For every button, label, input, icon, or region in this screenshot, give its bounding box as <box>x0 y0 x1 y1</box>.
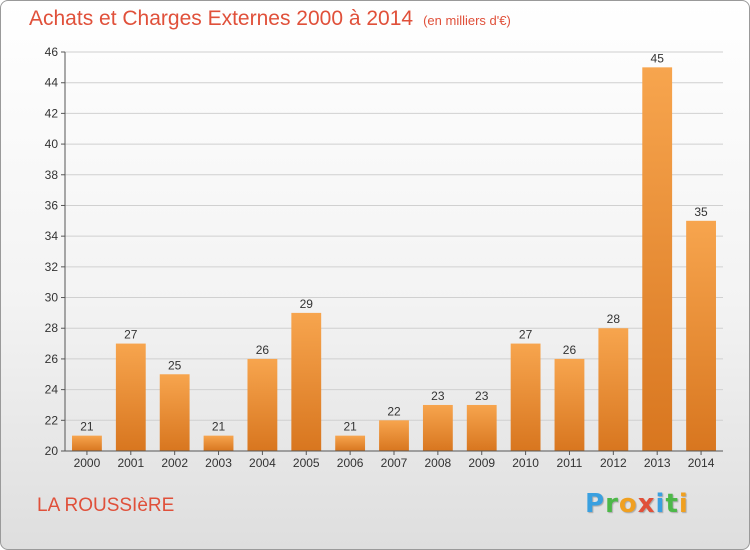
y-tick-label: 46 <box>45 45 59 59</box>
axes <box>61 51 723 455</box>
y-tick-label: 28 <box>45 321 59 335</box>
logo-letter: x <box>637 489 656 519</box>
logo-letter: i <box>655 489 666 519</box>
labels: 20 22 24 26 28 30 32 34 36 38 40 42 44 46 21 2000 27 2001… <box>45 45 715 470</box>
y-tick-label: 36 <box>45 198 59 212</box>
x-tick-label: 2007 <box>381 456 408 470</box>
y-tick-label: 22 <box>45 413 59 427</box>
data-label: 21 <box>80 420 94 434</box>
y-tick-label: 42 <box>45 106 59 120</box>
y-tick-label: 32 <box>45 260 59 274</box>
data-label: 27 <box>519 328 533 342</box>
data-label: 25 <box>168 358 182 372</box>
data-label: 29 <box>300 297 314 311</box>
bar <box>642 67 673 451</box>
y-tick-label: 26 <box>45 352 59 366</box>
bar <box>379 420 409 451</box>
y-tick-label: 38 <box>45 168 59 182</box>
bar <box>203 435 234 451</box>
y-tick-label: 30 <box>45 291 59 305</box>
y-tick-label: 24 <box>45 383 59 397</box>
x-tick-label: 2012 <box>600 456 627 470</box>
bar <box>686 220 716 451</box>
bar <box>422 404 453 451</box>
logo-letter: o <box>618 489 638 519</box>
logo-letter: t <box>665 489 679 519</box>
data-label: 22 <box>387 404 401 418</box>
data-label: 35 <box>694 205 708 219</box>
x-tick-label: 2014 <box>688 456 715 470</box>
logo-letter: r <box>605 489 619 519</box>
chart-title-text: Achats et Charges Externes 2000 à 2014 <box>29 7 414 30</box>
data-label: 23 <box>475 389 489 403</box>
chart-title: Achats et Charges Externes 2000 à 2014 (e… <box>29 7 511 31</box>
x-tick-label: 2011 <box>557 456 583 470</box>
bar <box>159 374 190 451</box>
y-tick-label: 20 <box>45 444 59 458</box>
x-tick-label: 2000 <box>74 456 101 470</box>
data-label: 27 <box>124 328 138 342</box>
bar <box>291 312 322 451</box>
x-tick-label: 2010 <box>512 456 539 470</box>
x-tick-label: 2004 <box>249 456 276 470</box>
bar <box>72 435 102 451</box>
bar <box>598 328 629 451</box>
x-tick-label: 2006 <box>337 456 364 470</box>
proxiti-logo: Proxiti <box>585 489 689 519</box>
logo-letter: P <box>585 489 606 519</box>
commune-name: LA ROUSSIèRE <box>37 495 175 516</box>
bar <box>247 358 278 451</box>
data-label: 23 <box>431 389 445 403</box>
bar <box>335 435 366 451</box>
logo-letter: i <box>678 489 689 519</box>
x-tick-label: 2001 <box>117 456 144 470</box>
y-tick-label: 44 <box>45 76 59 90</box>
bar <box>510 343 541 451</box>
x-tick-label: 2002 <box>161 456 188 470</box>
x-tick-label: 2005 <box>293 456 320 470</box>
bar <box>554 358 585 451</box>
data-label: 28 <box>607 312 621 326</box>
data-label: 26 <box>563 343 577 357</box>
data-label: 21 <box>343 420 357 434</box>
y-tick-label: 40 <box>45 137 59 151</box>
y-tick-label: 34 <box>45 229 59 243</box>
x-tick-label: 2009 <box>468 456 495 470</box>
bar <box>466 404 497 451</box>
x-tick-label: 2003 <box>205 456 232 470</box>
bars <box>72 67 716 451</box>
chart-subtitle: (en milliers d'€) <box>423 13 511 28</box>
x-tick-label: 2013 <box>644 456 671 470</box>
bar <box>115 343 146 451</box>
data-label: 21 <box>212 420 226 434</box>
data-label: 45 <box>651 51 665 65</box>
data-label: 26 <box>256 343 270 357</box>
x-tick-label: 2008 <box>425 456 452 470</box>
